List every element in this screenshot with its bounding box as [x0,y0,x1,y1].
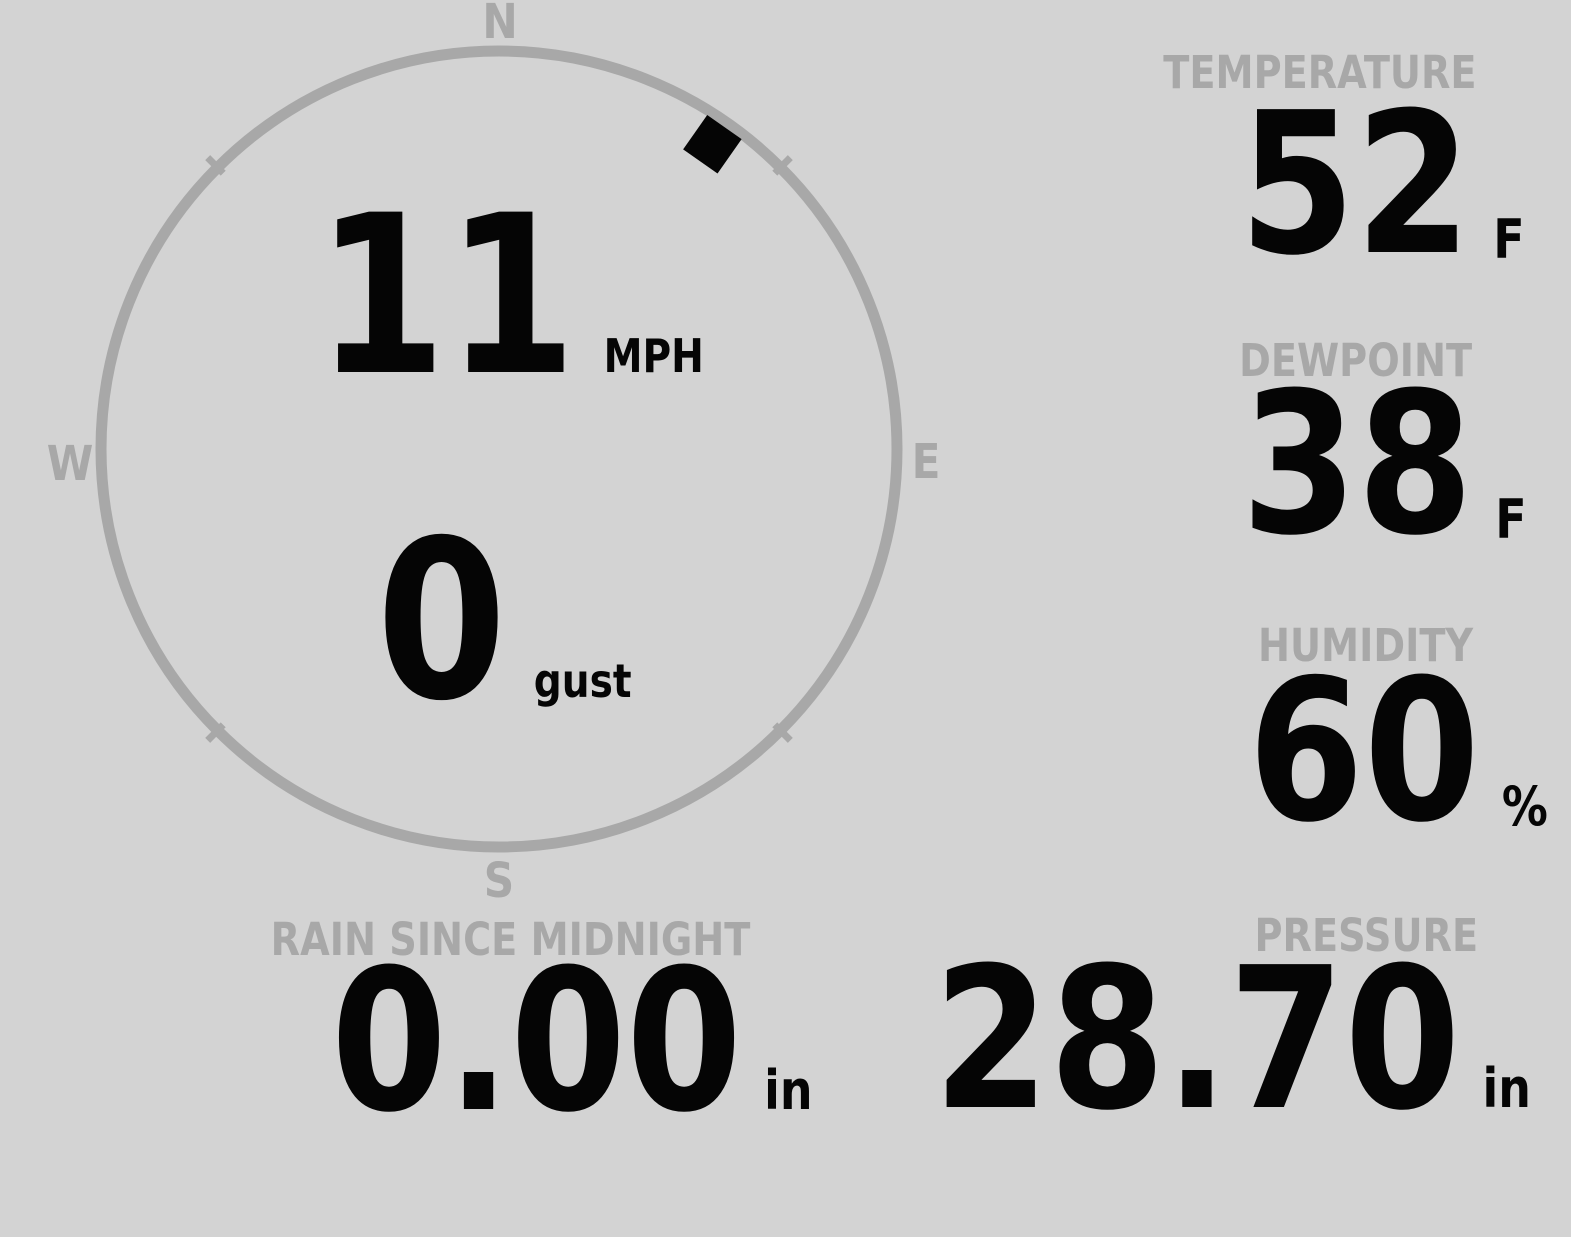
temperature-readout: 52 F [1240,87,1525,283]
temperature-label: TEMPERATURE [1163,46,1477,99]
pressure-value: 28.70 [933,926,1461,1154]
wind-gust-value: 0 [376,493,507,749]
wind-direction-marker [683,115,742,174]
dewpoint-label: DEWPOINT [1239,334,1472,387]
humidity-value: 60 [1248,638,1480,866]
temperature-value: 52 [1239,71,1472,299]
wind-speed-readout: 11 MPH [316,186,704,406]
rain-since-midnight-unit: in [764,1059,813,1122]
pressure-unit: in [1482,1057,1531,1120]
dewpoint-readout: 38 F [1242,367,1527,563]
rain-since-midnight-value: 0.00 [331,928,743,1156]
compass-tick-nw [205,155,226,176]
compass-tick-sw [205,722,226,743]
rain-since-midnight-readout: 0.00 in [331,944,813,1140]
dewpoint-unit: F [1495,488,1527,551]
rain-since-midnight-label: RAIN SINCE MIDNIGHT [270,913,750,966]
humidity-readout: 60 % [1248,654,1548,850]
pressure-label: PRESSURE [1254,909,1478,962]
wind-gust-readout: 0 gust [376,511,631,731]
humidity-unit: % [1502,775,1548,838]
compass-label-west: W [46,436,94,492]
temperature-unit: F [1493,208,1525,271]
compass-tick-ne [772,155,793,176]
wind-gust-unit: gust [533,654,632,708]
dewpoint-value: 38 [1241,351,1474,579]
wind-speed-value: 11 [316,168,577,424]
compass-label-north: N [482,0,518,50]
compass-label-south: S [483,853,515,909]
compass-tick-se [772,722,793,743]
compass-intercardinal-ticks [205,155,793,743]
compass-label-east: E [911,434,941,490]
wind-speed-unit: MPH [603,329,704,383]
pressure-readout: 28.70 in [934,942,1531,1138]
compass-ring [95,45,903,853]
humidity-label: HUMIDITY [1257,619,1473,672]
